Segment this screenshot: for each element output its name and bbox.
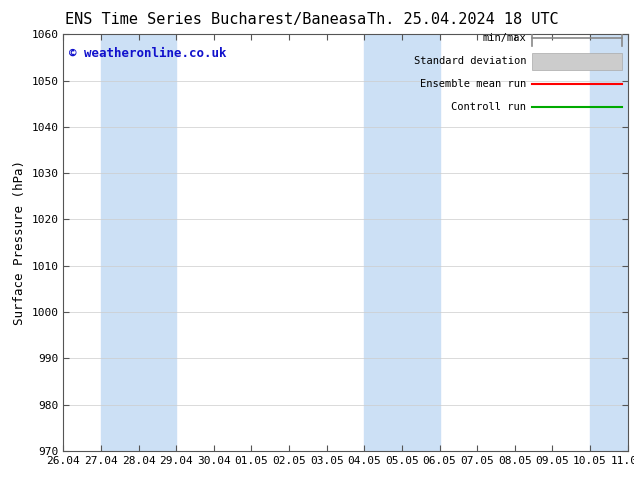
Bar [532,53,622,70]
Bar [590,34,628,451]
Text: Ensemble mean run: Ensemble mean run [420,79,526,89]
Text: Th. 25.04.2024 18 UTC: Th. 25.04.2024 18 UTC [367,12,559,27]
Text: © weatheronline.co.uk: © weatheronline.co.uk [69,47,226,60]
Bar [365,34,439,451]
Text: ENS Time Series Bucharest/Baneasa: ENS Time Series Bucharest/Baneasa [65,12,366,27]
Bar [101,34,176,451]
Y-axis label: Surface Pressure (hPa): Surface Pressure (hPa) [13,160,26,325]
Text: min/max: min/max [482,33,526,44]
Text: Controll run: Controll run [451,102,526,112]
Text: Standard deviation: Standard deviation [413,56,526,66]
